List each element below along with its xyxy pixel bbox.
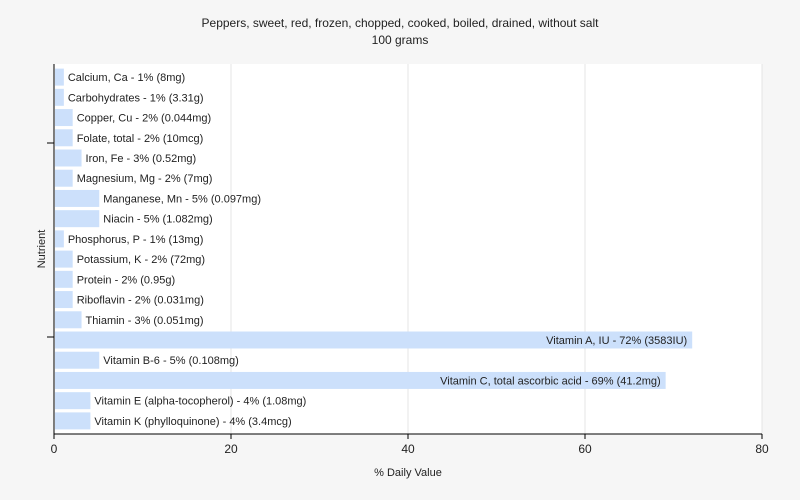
x-tick-label-1: 20 [224,442,238,456]
bar-label-7: Niacin - 5% (1.082mg) [103,214,212,226]
bar-label-1: Carbohydrates - 1% (3.31g) [68,92,204,104]
bar-4 [55,149,82,167]
bar-13 [55,331,693,349]
bar-label-15: Vitamin C, total ascorbic acid - 69% (41… [440,375,661,387]
bar-10 [55,270,73,288]
bar-label-16: Vitamin E (alpha-tocopherol) - 4% (1.08m… [94,396,306,408]
axes: 0 20 40 60 80 [47,64,769,456]
x-tick-label-0: 0 [51,442,58,456]
bar-label-9: Potassium, K - 2% (72mg) [77,254,205,266]
bar-9 [55,250,73,268]
bars: Calcium, Ca - 1% (8mg) Carbohydrates - 1%… [55,68,693,430]
bar-8 [55,230,64,248]
bar-label-4: Iron, Fe - 3% (0.52mg) [86,153,197,165]
bar-label-8: Phosphorus, P - 1% (13mg) [68,234,204,246]
bar-label-12: Thiamin - 3% (0.051mg) [86,315,204,327]
bar-0 [55,68,64,86]
bar-6 [55,189,100,207]
bar-label-10: Protein - 2% (0.95g) [77,274,175,286]
bar-3 [55,129,73,147]
bar-16 [55,392,91,410]
y-axis-title: Nutrient [36,230,48,269]
bar-label-5: Magnesium, Mg - 2% (7mg) [77,173,213,185]
bar-label-17: Vitamin K (phylloquinone) - 4% (3.4mcg) [94,416,291,428]
bar-5 [55,169,73,187]
bar-label-2: Copper, Cu - 2% (0.044mg) [77,113,212,125]
bar-label-6: Manganese, Mn - 5% (0.097mg) [103,193,261,205]
x-axis-title: % Daily Value [374,467,442,479]
bar-label-13: Vitamin A, IU - 72% (3583IU) [546,335,687,347]
x-tick-label-3: 60 [578,442,592,456]
x-tick-label-4: 80 [755,442,769,456]
bar-15 [55,371,666,389]
bar-label-3: Folate, total - 2% (10mcg) [77,133,204,145]
x-tick-label-2: 40 [401,442,415,456]
bar-label-0: Calcium, Ca - 1% (8mg) [68,72,185,84]
bar-2 [55,109,73,127]
bar-12 [55,311,82,329]
bar-17 [55,412,91,430]
chart-subtitle: 100 grams [372,33,429,47]
bar-11 [55,291,73,309]
chart-title: Peppers, sweet, red, frozen, chopped, co… [202,16,600,30]
bar-7 [55,210,100,228]
bar-14 [55,351,100,369]
bar-label-11: Riboflavin - 2% (0.031mg) [77,295,204,307]
bar-1 [55,88,64,106]
bar-label-14: Vitamin B-6 - 5% (0.108mg) [103,355,239,367]
